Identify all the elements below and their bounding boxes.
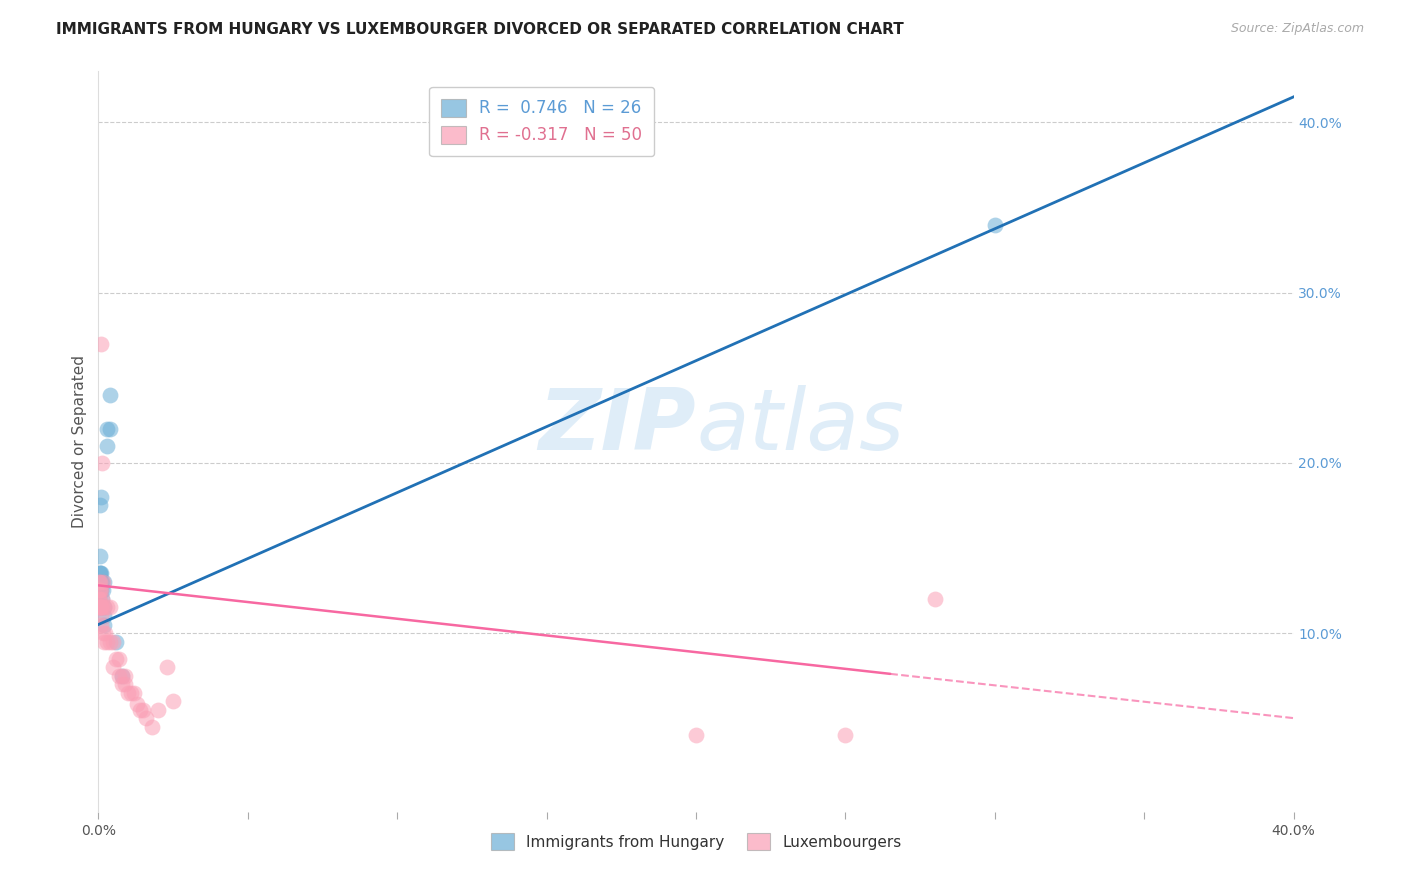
Point — [96, 439, 118, 453]
Point — [924, 591, 946, 606]
Y-axis label: Divorced or Separated: Divorced or Separated — [72, 355, 87, 528]
Point — [91, 626, 114, 640]
Point — [89, 566, 111, 581]
Point — [89, 591, 111, 606]
Point — [111, 677, 134, 691]
Point — [105, 634, 128, 648]
Point — [87, 600, 110, 615]
Point — [98, 422, 122, 436]
Text: ZIP: ZIP — [538, 385, 696, 468]
Point — [89, 600, 111, 615]
Point — [685, 728, 707, 742]
Point — [90, 600, 112, 615]
Point — [114, 677, 136, 691]
Point — [91, 591, 114, 606]
Point — [135, 711, 157, 725]
Legend: Immigrants from Hungary, Luxembourgers: Immigrants from Hungary, Luxembourgers — [485, 827, 907, 856]
Point — [96, 422, 118, 436]
Point — [111, 668, 134, 682]
Point — [98, 600, 122, 615]
Point — [91, 591, 114, 606]
Point — [93, 600, 115, 615]
Point — [93, 609, 115, 624]
Point — [93, 617, 115, 632]
Point — [108, 651, 131, 665]
Point — [98, 388, 122, 402]
Point — [89, 591, 111, 606]
Point — [89, 490, 111, 504]
Point — [114, 668, 136, 682]
Point — [96, 634, 118, 648]
Point — [90, 336, 112, 351]
Point — [93, 634, 115, 648]
Point — [141, 720, 163, 734]
Point — [120, 685, 142, 699]
Point — [89, 583, 111, 598]
Point — [89, 583, 111, 598]
Point — [132, 703, 155, 717]
Point — [834, 728, 856, 742]
Point — [91, 456, 114, 470]
Point — [89, 600, 111, 615]
Point — [117, 685, 139, 699]
Point — [89, 591, 111, 606]
Point — [124, 685, 146, 699]
Point — [91, 600, 114, 615]
Point — [91, 574, 114, 589]
Point — [87, 583, 110, 598]
Point — [90, 583, 112, 598]
Point — [94, 626, 117, 640]
Point — [89, 600, 111, 615]
Point — [89, 583, 111, 598]
Point — [129, 703, 152, 717]
Point — [89, 499, 111, 513]
Point — [87, 574, 110, 589]
Point — [89, 549, 111, 564]
Point — [87, 574, 110, 589]
Point — [103, 660, 125, 674]
Point — [96, 600, 118, 615]
Text: IMMIGRANTS FROM HUNGARY VS LUXEMBOURGER DIVORCED OR SEPARATED CORRELATION CHART: IMMIGRANTS FROM HUNGARY VS LUXEMBOURGER … — [56, 22, 904, 37]
Point — [148, 703, 170, 717]
Point — [93, 574, 115, 589]
Point — [103, 634, 125, 648]
Point — [108, 668, 131, 682]
Point — [90, 574, 112, 589]
Text: Source: ZipAtlas.com: Source: ZipAtlas.com — [1230, 22, 1364, 36]
Point — [156, 660, 179, 674]
Text: atlas: atlas — [696, 385, 904, 468]
Point — [91, 574, 114, 589]
Point — [93, 600, 115, 615]
Point — [90, 617, 112, 632]
Point — [89, 566, 111, 581]
Point — [90, 609, 112, 624]
Point — [127, 698, 149, 712]
Point — [90, 600, 112, 615]
Point — [984, 218, 1007, 232]
Point — [90, 566, 112, 581]
Point — [91, 583, 114, 598]
Point — [89, 574, 111, 589]
Point — [105, 651, 128, 665]
Point — [111, 668, 134, 682]
Point — [162, 694, 184, 708]
Point — [98, 634, 122, 648]
